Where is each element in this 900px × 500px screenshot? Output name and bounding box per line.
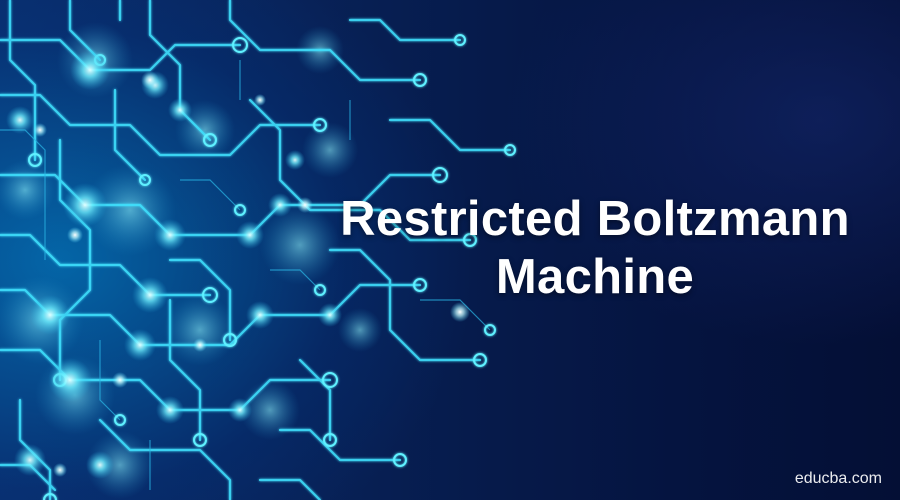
banner-title: Restricted Boltzmann Machine	[300, 190, 890, 306]
banner-title-line-2: Machine	[495, 250, 695, 304]
site-watermark: educba.com	[794, 470, 882, 487]
circuit-glow-nodes	[6, 50, 342, 479]
banner-title-line-1: Restricted Boltzmann	[340, 192, 850, 246]
sparkle-highlights	[33, 71, 470, 477]
